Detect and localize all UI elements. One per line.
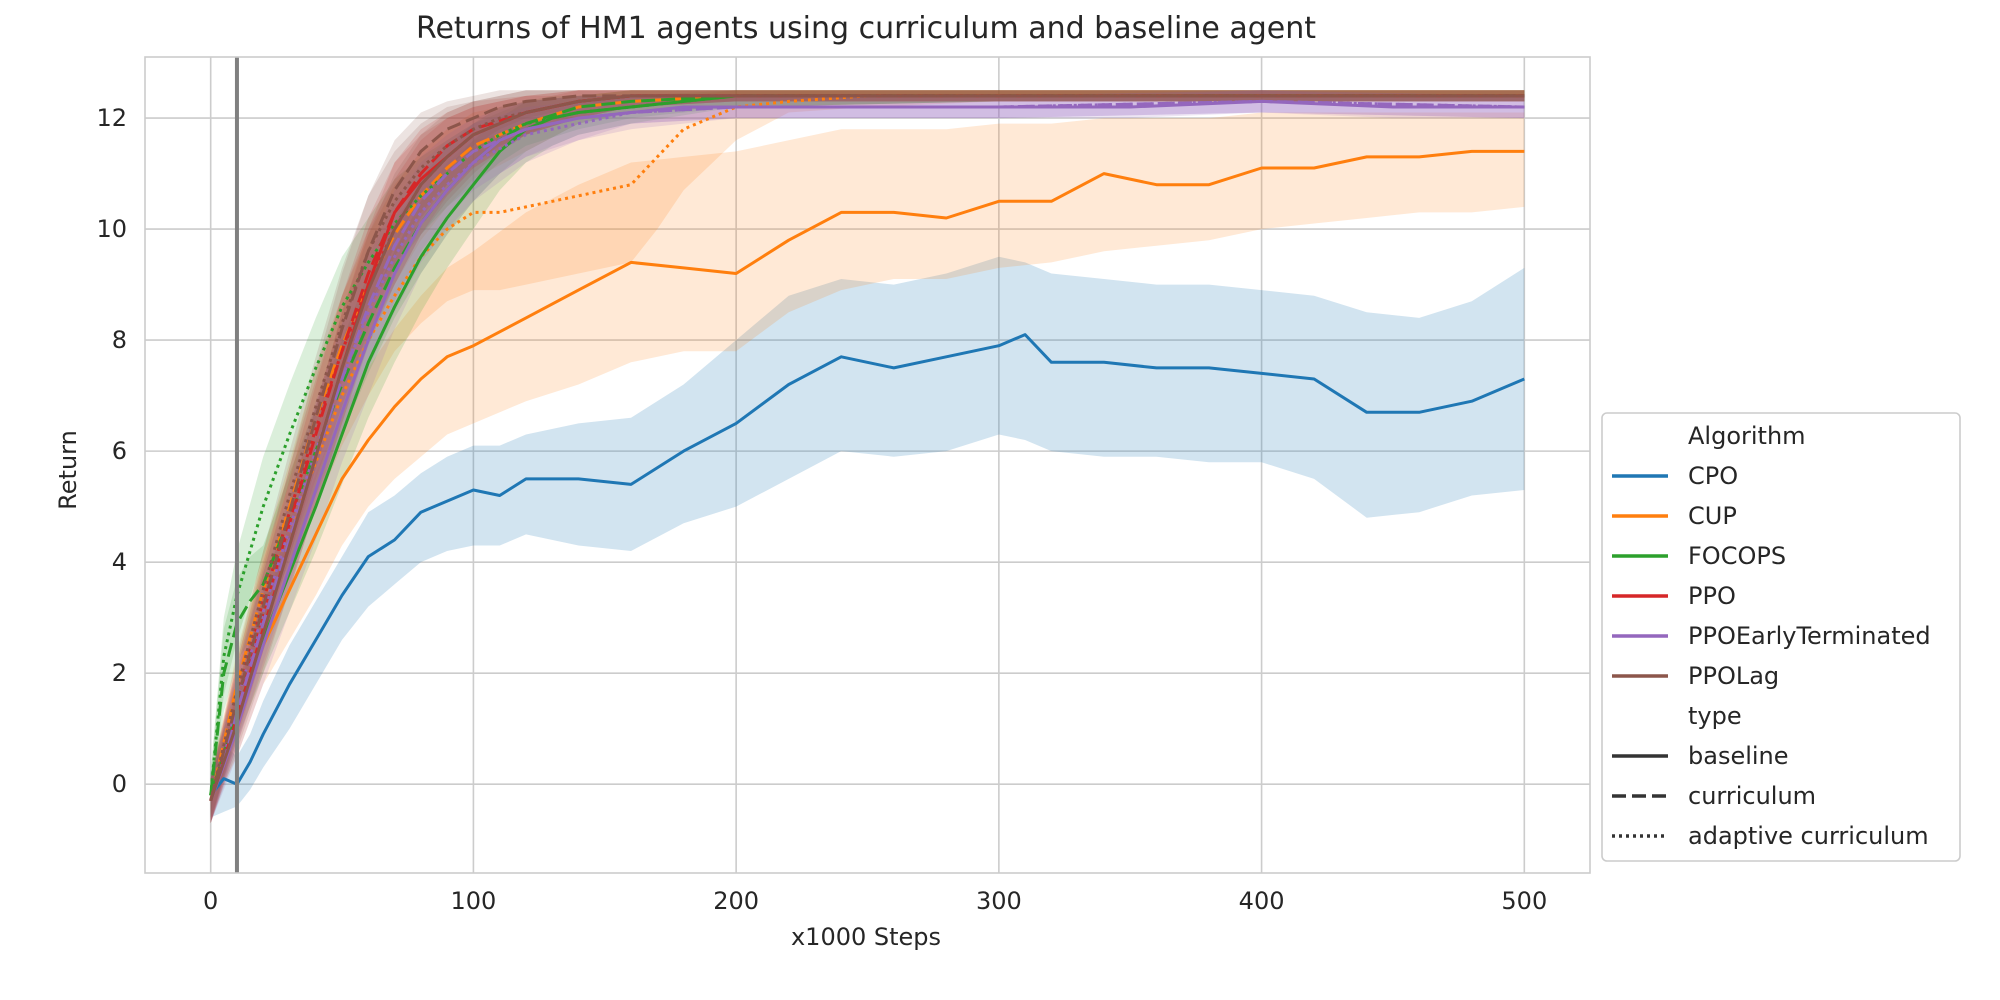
line-ppolag-adaptive-curriculum [209, 94, 1525, 802]
y-tick-label: 2 [112, 659, 127, 687]
legend-item-adaptive-curriculum: adaptive curriculum [1688, 822, 1929, 850]
plot-frame [144, 56, 1591, 874]
x-tick-label: 100 [451, 887, 497, 915]
legend-item-ppolag: PPOLag [1688, 662, 1779, 690]
y-tick-label: 0 [112, 770, 127, 798]
x-tick-label: 200 [713, 887, 759, 915]
legend-item-ppo: PPO [1688, 582, 1736, 610]
grid [145, 57, 1590, 873]
line-focops-curriculum [209, 94, 1525, 796]
legend-box [1601, 412, 1961, 862]
legend-item-ppoearlyterminated: PPOEarlyTerminated [1688, 622, 1931, 650]
x-tick-label: 0 [203, 887, 218, 915]
x-tick-label: 300 [976, 887, 1022, 915]
line-focops-baseline [209, 94, 1525, 796]
line-cpo-baseline [209, 333, 1525, 797]
y-tick-label: 8 [112, 326, 127, 354]
line-cup-baseline [209, 149, 1525, 802]
y-tick-label: 6 [112, 437, 127, 465]
x-tick-label: 500 [1501, 887, 1547, 915]
band-cpo-baseline [210, 256, 1525, 818]
legend-item-cpo: CPO [1688, 462, 1738, 490]
y-tick-label: 4 [112, 548, 127, 576]
legend-item-focops: FOCOPS [1688, 542, 1786, 570]
chart-title: Returns of HM1 agents using curriculum a… [416, 11, 1316, 46]
axis-ticks: 0 100 200 300 400 500 0 2 4 6 8 10 12 [96, 104, 1547, 915]
legend-item-cup: CUP [1688, 502, 1737, 530]
series-lines [209, 94, 1525, 802]
legend-header-algorithm: Algorithm [1688, 422, 1806, 450]
legend-item-curriculum: curriculum [1688, 782, 1816, 810]
confidence-bands [210, 90, 1525, 824]
band-cup-baseline [210, 112, 1525, 823]
y-tick-label: 10 [96, 215, 127, 243]
line-ppoearlyterminated-adaptive-curriculum [209, 99, 1525, 802]
legend-header-type: type [1688, 702, 1742, 730]
band-cup-adaptive-curriculum [210, 90, 1525, 824]
legend-item-baseline: baseline [1688, 742, 1789, 770]
legend: Algorithm CPO CUP FOCOPS PPO PPOEarlyTerminat… [1601, 412, 1961, 862]
y-tick-label: 12 [96, 104, 127, 132]
y-axis-label: Return [54, 430, 82, 510]
x-tick-label: 400 [1239, 887, 1285, 915]
x-axis-label: x1000 Steps [791, 923, 941, 951]
